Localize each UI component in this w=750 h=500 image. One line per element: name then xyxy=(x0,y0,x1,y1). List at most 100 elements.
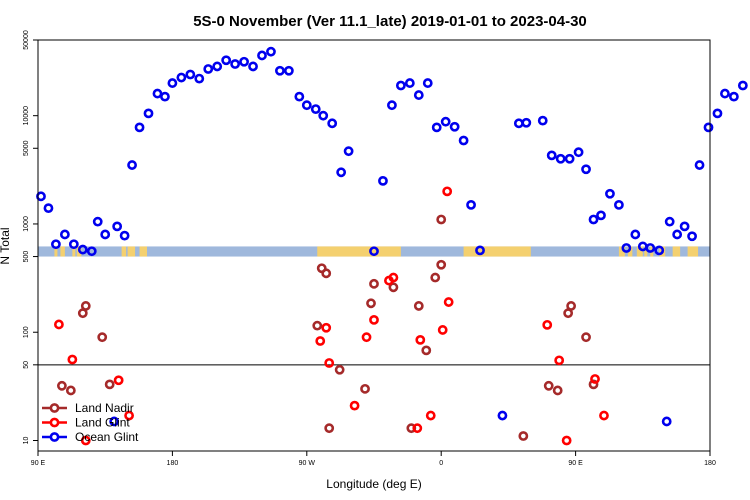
data-point xyxy=(361,332,372,343)
data-point xyxy=(388,282,399,293)
land-segment xyxy=(672,246,681,257)
data-point xyxy=(475,245,485,256)
data-point xyxy=(119,230,130,241)
data-point xyxy=(104,379,115,390)
data-point xyxy=(294,91,305,102)
data-point xyxy=(581,164,591,175)
data-point xyxy=(637,241,648,252)
data-point xyxy=(97,332,108,343)
data-point xyxy=(430,272,441,283)
data-point xyxy=(521,117,532,128)
data-point xyxy=(176,72,187,83)
y-tick-label: 100 xyxy=(23,326,30,338)
data-point xyxy=(343,146,354,157)
land-segment xyxy=(636,246,643,257)
data-point xyxy=(56,380,67,391)
data-point xyxy=(513,118,524,129)
data-point xyxy=(124,410,134,421)
data-point xyxy=(712,108,723,119)
y-axis: 10 50 100 500 1000 5000 10000 50000 xyxy=(23,30,38,444)
data-point xyxy=(581,332,591,343)
data-point xyxy=(100,229,111,240)
y-tick-label: 50 xyxy=(23,361,30,369)
data-point xyxy=(542,319,553,330)
data-point xyxy=(413,90,424,100)
x-tick-label: 90 E xyxy=(31,460,46,467)
data-point xyxy=(449,121,460,132)
points-group xyxy=(36,46,748,446)
data-point xyxy=(212,61,223,72)
data-point xyxy=(694,160,705,170)
data-point xyxy=(127,160,137,170)
data-point xyxy=(275,65,285,76)
land-segment xyxy=(317,246,401,257)
y-tick-label: 1000 xyxy=(23,216,30,232)
legend-label: Land Nadir xyxy=(75,401,134,415)
data-point xyxy=(588,379,599,390)
data-point xyxy=(395,80,406,91)
y-tick-label: 10000 xyxy=(23,106,30,126)
series-land-nadir xyxy=(56,214,599,441)
data-point xyxy=(687,231,697,242)
data-point xyxy=(369,246,379,257)
x-tick-label: 0 xyxy=(439,460,443,467)
data-point xyxy=(388,272,399,283)
land-segment xyxy=(687,246,699,257)
data-point xyxy=(67,354,78,365)
data-point xyxy=(466,199,476,210)
land-segment xyxy=(121,246,127,257)
y-tick-label: 50000 xyxy=(23,30,30,50)
land-segment xyxy=(644,246,648,257)
data-point xyxy=(679,221,690,232)
y-tick-label: 10 xyxy=(23,437,30,445)
data-point xyxy=(257,50,267,61)
data-point xyxy=(167,78,178,88)
data-point xyxy=(728,91,739,102)
data-point xyxy=(366,298,376,309)
x-axis: 90 E 180 90 W 0 90 E 180 xyxy=(31,451,716,467)
data-point xyxy=(310,104,321,115)
data-point xyxy=(51,239,61,250)
data-point xyxy=(248,61,258,72)
data-point xyxy=(415,334,426,345)
land-segment xyxy=(127,246,136,257)
data-point xyxy=(413,301,424,311)
legend-swatch-marker xyxy=(49,403,60,413)
data-point xyxy=(621,243,632,253)
data-point xyxy=(546,150,557,161)
data-point xyxy=(134,122,145,133)
data-point xyxy=(315,336,326,346)
data-point xyxy=(645,243,656,253)
chart-title: 5S-0 November (Ver 11.1_late) 2019-01-01… xyxy=(193,13,587,30)
land-segment xyxy=(618,246,625,257)
data-point xyxy=(324,358,335,368)
data-point xyxy=(321,322,332,333)
data-point xyxy=(554,355,565,366)
data-point xyxy=(720,88,730,99)
x-axis-label: Longitude (deg E) xyxy=(326,477,421,491)
data-point xyxy=(349,400,360,411)
data-point xyxy=(552,385,563,396)
x-tick-label: 90 W xyxy=(299,460,316,467)
data-point xyxy=(737,80,748,91)
data-point xyxy=(378,175,388,186)
data-point xyxy=(143,108,154,119)
data-point xyxy=(230,59,241,69)
data-point xyxy=(80,301,91,311)
data-point xyxy=(443,297,454,307)
data-point xyxy=(703,122,714,133)
x-tick-label: 180 xyxy=(167,460,179,467)
data-point xyxy=(152,88,163,99)
land-segment xyxy=(627,246,633,257)
data-point xyxy=(425,410,436,421)
y-tick-label: 500 xyxy=(23,251,30,263)
data-point xyxy=(566,301,577,311)
series-ocean-glint xyxy=(36,46,748,427)
legend-item: Land Glint xyxy=(42,416,130,430)
legend-label: Land Glint xyxy=(75,416,130,430)
data-point xyxy=(113,375,124,386)
data-point xyxy=(436,259,447,270)
data-point xyxy=(596,210,606,221)
data-point xyxy=(431,122,442,133)
